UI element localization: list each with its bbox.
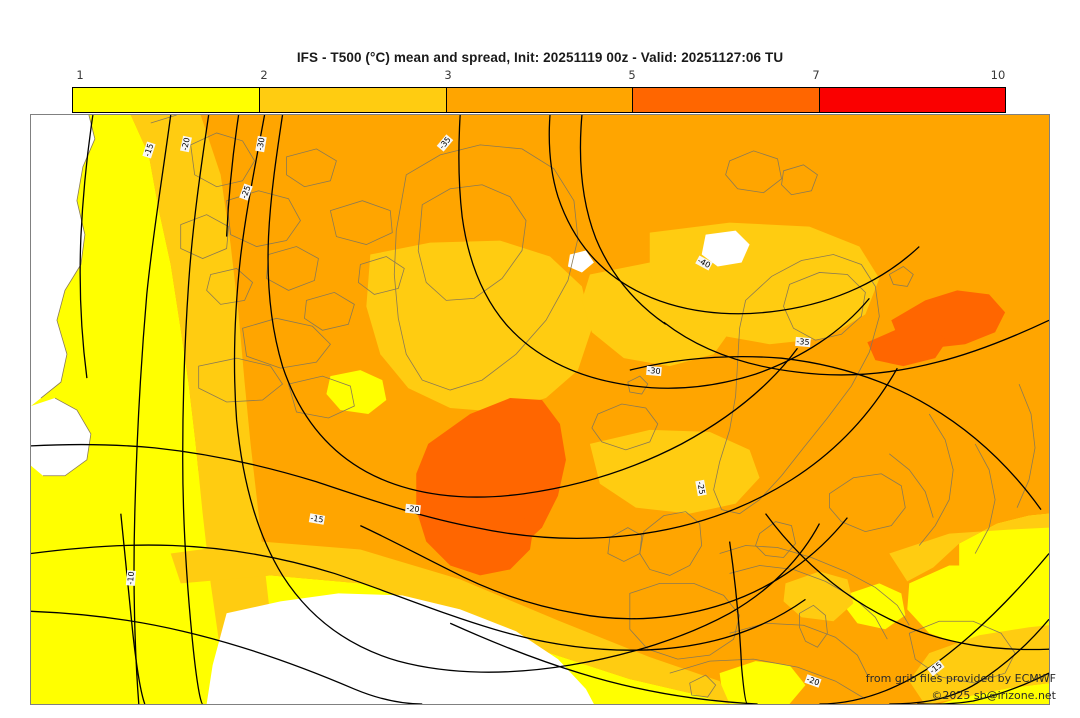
- colorbar-tick-1: 1: [76, 68, 84, 82]
- map-canvas[interactable]: -15 -20 -30 -25 -35 -40 -30 -35 -20 -15 -25 -10 -20-…: [30, 114, 1050, 705]
- attribution-source: from grib files provided by ECMWF: [865, 672, 1056, 685]
- colorbar-tick-10: 10: [990, 68, 1006, 82]
- page-title: IFS - T500 (°C) mean and spread, Init: 2…: [296, 50, 784, 65]
- contour-label: -30: [646, 365, 662, 377]
- colorbar-segment-3-5: [446, 88, 634, 112]
- colorbar-tick-3: 3: [444, 68, 452, 82]
- colorbar-segment-1-2: [73, 88, 260, 112]
- colorbar-segment-7-10: [820, 88, 1005, 112]
- contour-label: -35: [795, 336, 811, 348]
- colorbar-tick-labels: 1 2 3 5 7 10: [0, 68, 1080, 84]
- coastlines: [40, 115, 1036, 700]
- contour-lines: [31, 115, 1049, 704]
- contour-label: -10: [125, 570, 137, 586]
- contour-label: -20: [405, 503, 421, 515]
- colorbar-tick-2: 2: [260, 68, 268, 82]
- attribution-copyright: ©2025 sb@irizone.net: [931, 689, 1056, 702]
- map-svg: [31, 115, 1049, 704]
- colorbar: [72, 87, 1006, 113]
- colorbar-segment-2-3: [259, 88, 447, 112]
- colorbar-tick-7: 7: [812, 68, 820, 82]
- spread-band-5-7: [416, 290, 1006, 576]
- colorbar-tick-5: 5: [628, 68, 636, 82]
- colorbar-segment-5-7: [633, 88, 821, 112]
